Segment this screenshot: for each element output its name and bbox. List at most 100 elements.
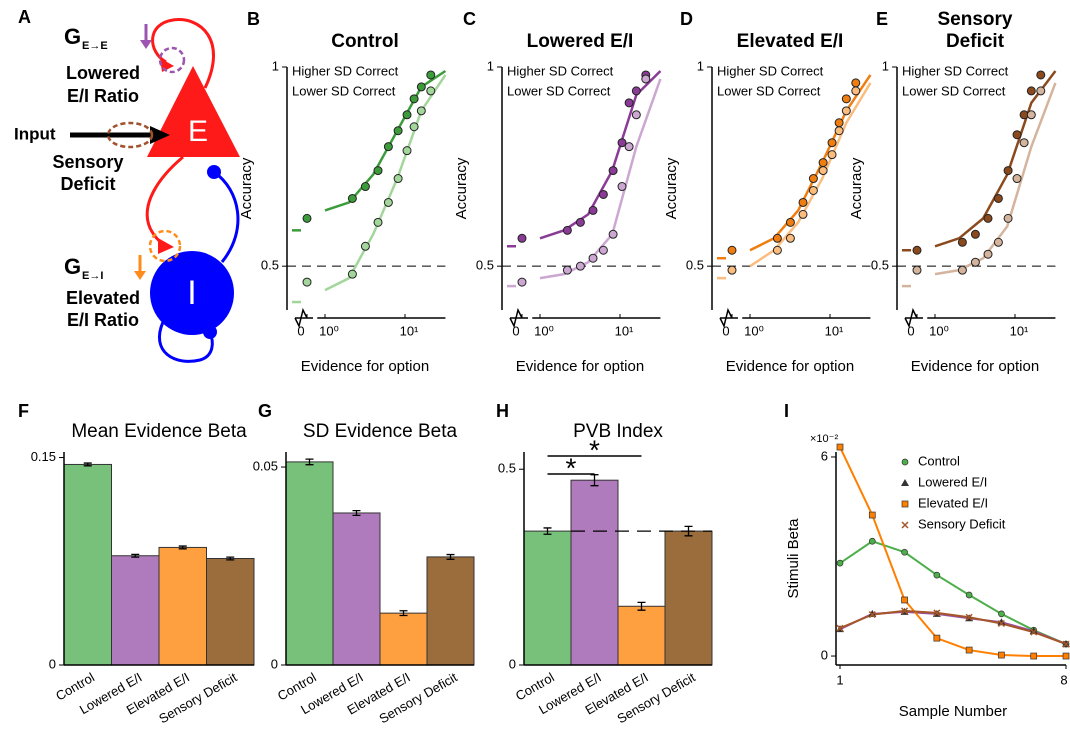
y-tick-label: 0.5 <box>871 258 889 273</box>
input-label: Input <box>14 124 56 143</box>
x-tick-label: 0 <box>512 323 519 338</box>
y-tick-label: 1 <box>487 58 494 73</box>
data-point <box>361 183 369 191</box>
y-tick-label: 6 <box>821 448 828 463</box>
y-tick-label: 0 <box>509 656 516 671</box>
ee-gain-sub: E→E <box>82 40 108 52</box>
marker <box>902 597 908 603</box>
y-tick-label: 0.5 <box>476 258 494 273</box>
data-point <box>799 210 807 218</box>
data-point <box>609 230 617 238</box>
data-point <box>786 234 794 242</box>
bar <box>427 557 474 665</box>
data-point <box>728 266 736 274</box>
bar <box>333 513 380 665</box>
data-point <box>518 278 526 286</box>
data-point <box>576 218 584 226</box>
ee-effect: Lowered <box>66 63 140 83</box>
data-point <box>599 190 607 198</box>
chart-title: Sensory <box>938 9 1013 30</box>
x-axis-label: Evidence for option <box>301 358 429 375</box>
data-point <box>618 183 626 191</box>
data-point <box>799 198 807 206</box>
bar <box>159 547 207 665</box>
legend-label: Lower SD Correct <box>902 83 1006 98</box>
data-point <box>994 238 1002 246</box>
data-point <box>773 234 781 242</box>
panel-label: F <box>18 401 29 421</box>
data-point <box>410 123 418 131</box>
data-point <box>835 127 843 135</box>
chart-title: Elevated E/I <box>737 31 844 52</box>
data-point <box>427 87 435 95</box>
data-point <box>819 167 827 175</box>
data-point <box>609 167 617 175</box>
bar <box>618 606 665 665</box>
data-point <box>348 194 356 202</box>
chart-title: Control <box>331 31 399 52</box>
marker <box>837 444 843 450</box>
y-tick-label: 0 <box>49 656 56 671</box>
y-tick-label: 0 <box>271 656 278 671</box>
data-point <box>1037 71 1045 79</box>
panel-label: A <box>18 7 31 27</box>
marker <box>902 549 908 555</box>
data-point <box>828 151 836 159</box>
marker <box>837 560 843 566</box>
y-axis-label: Accuracy <box>453 157 470 219</box>
legend-label: Higher SD Correct <box>717 63 824 78</box>
ei-effect: Elevated <box>66 288 140 308</box>
data-point <box>984 214 992 222</box>
y-tick-label: 0.15 <box>31 449 56 464</box>
data-point <box>518 234 526 242</box>
x-tick-label: 0 <box>907 323 914 338</box>
data-point <box>632 87 640 95</box>
marker <box>998 652 1004 658</box>
data-point <box>1027 111 1035 119</box>
data-point <box>563 266 571 274</box>
x-tick-label: 0 <box>722 323 729 338</box>
y-tick-label: 0.5 <box>686 258 704 273</box>
x-tick-label: 10¹ <box>615 323 634 338</box>
data-point <box>563 226 571 234</box>
chart-title: Mean Evidence Beta <box>71 421 247 442</box>
figure: A G E→E Lowered E/I Ratio Input Sensory … <box>0 0 1070 736</box>
data-point <box>835 119 843 127</box>
data-point <box>589 206 597 214</box>
data-point <box>427 71 435 79</box>
bar <box>207 559 255 666</box>
legend-marker <box>902 501 908 507</box>
data-point <box>809 175 817 183</box>
sensory-effect: Deficit <box>60 174 115 194</box>
legend-label: Lower SD Correct <box>292 83 396 98</box>
bar <box>64 464 112 665</box>
marker <box>998 611 1004 617</box>
data-point <box>728 246 736 254</box>
marker <box>869 512 875 518</box>
bar <box>524 531 571 665</box>
marker <box>966 647 972 653</box>
circuit-diagram: A G E→E Lowered E/I Ratio Input Sensory … <box>14 7 240 362</box>
chart-title: PVB Index <box>573 421 663 442</box>
legend-label: Higher SD Correct <box>292 63 399 78</box>
data-point <box>1013 175 1021 183</box>
x-tick-label: 0 <box>297 323 304 338</box>
panel-label: D <box>680 9 693 29</box>
data-point <box>773 246 781 254</box>
panel-label: C <box>463 9 476 29</box>
chart-title: Deficit <box>946 31 1005 52</box>
sensory-effect: Sensory <box>52 152 123 172</box>
data-point <box>303 278 311 286</box>
y-axis-label: Accuracy <box>238 157 255 219</box>
y-tick-label: 1 <box>697 58 704 73</box>
ei-down-arrow-head <box>134 271 146 280</box>
fit-line <box>935 83 1055 274</box>
bar <box>665 531 712 665</box>
e-to-i-head <box>158 238 174 254</box>
legend-label: Lower SD Correct <box>507 83 611 98</box>
data-point <box>384 198 392 206</box>
y-tick-label: 0.5 <box>261 258 279 273</box>
x-axis-label: Evidence for option <box>911 358 1039 375</box>
data-point <box>984 250 992 258</box>
x-tick-label: 8 <box>1060 672 1067 687</box>
